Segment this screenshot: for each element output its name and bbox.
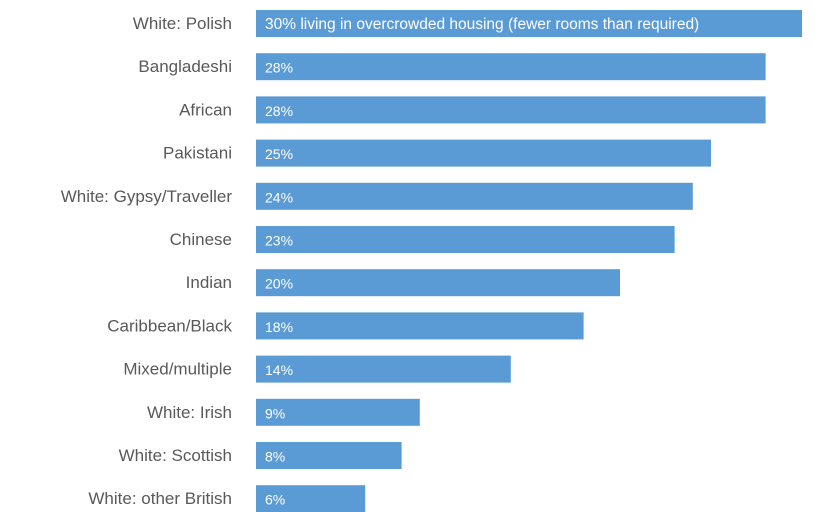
bar: [256, 312, 584, 340]
category-label: Bangladeshi: [138, 57, 232, 76]
bar: [256, 355, 511, 383]
bar: [256, 10, 802, 37]
category-label: Chinese: [170, 230, 232, 249]
category-label: Indian: [186, 273, 232, 292]
data-label: 24%: [265, 189, 293, 205]
category-label: African: [179, 100, 232, 119]
data-label: 28%: [265, 103, 293, 119]
category-label: White: Polish: [133, 14, 232, 33]
bar: [256, 139, 711, 167]
bar: [256, 226, 675, 253]
data-label: 28%: [265, 60, 293, 76]
category-axis: White: Polish Bangladeshi African Pakistani…: [61, 14, 233, 508]
bar: [256, 182, 693, 210]
category-label: Mixed/multiple: [123, 360, 232, 379]
category-label: White: Scottish: [119, 446, 232, 465]
category-label: Pakistani: [163, 144, 232, 163]
data-label: 6%: [265, 492, 285, 508]
bar: [256, 398, 420, 426]
data-label: 30% living in overcrowded housing (fewer…: [265, 16, 699, 33]
category-label: Caribbean/Black: [107, 316, 232, 335]
bar: [256, 96, 766, 124]
data-label: 14%: [265, 362, 293, 378]
data-label: 20%: [265, 276, 293, 292]
bars-group: [256, 10, 802, 512]
bar: [256, 442, 402, 469]
data-label: 23%: [265, 233, 293, 249]
data-label: 9%: [265, 405, 285, 421]
bar: [256, 269, 620, 297]
data-label: 8%: [265, 449, 285, 465]
category-label: White: Gypsy/Traveller: [61, 187, 233, 206]
category-label: White: Irish: [147, 403, 232, 422]
data-labels-group: 30% living in overcrowded housing (fewer…: [265, 16, 699, 508]
bar: [256, 53, 766, 81]
data-label: 18%: [265, 319, 293, 335]
category-label: White: other British: [88, 489, 232, 508]
bar: [256, 485, 366, 512]
data-label: 25%: [265, 146, 293, 162]
